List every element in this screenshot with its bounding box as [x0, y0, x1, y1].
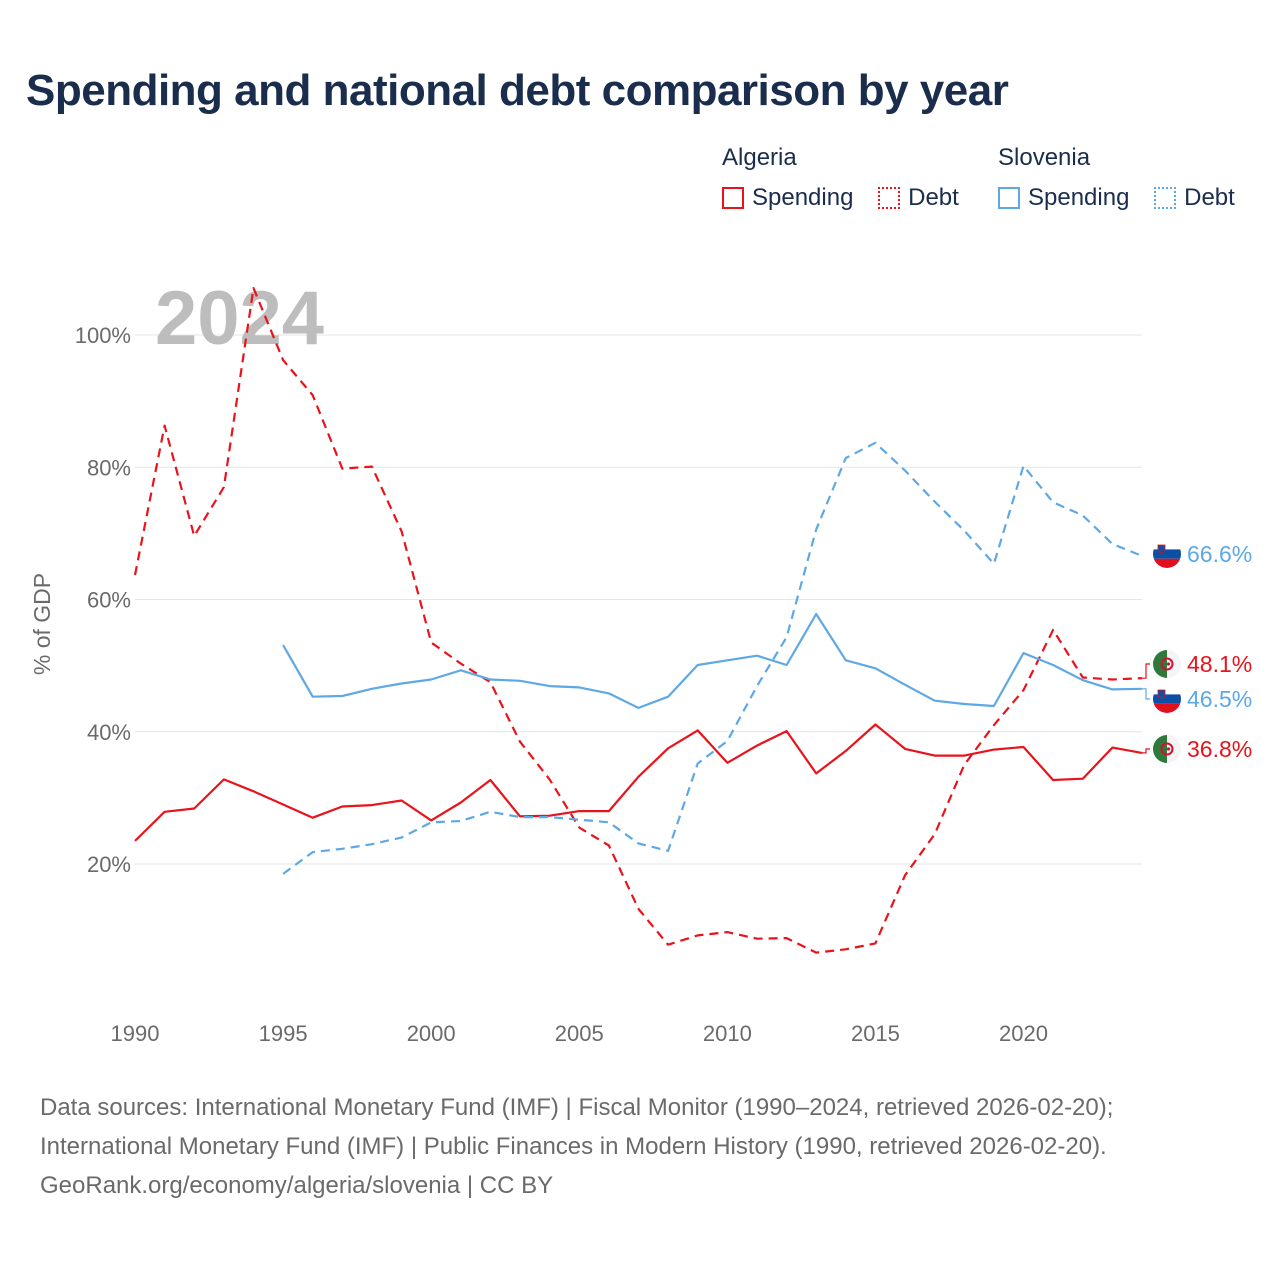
flag-blue-band [1153, 694, 1181, 704]
legend-item-algeria-debt[interactable]: Debt [878, 184, 959, 212]
y-tick-label: 60% [87, 588, 131, 613]
legend-item-slovenia-debt[interactable]: Debt [1154, 184, 1235, 212]
y-tick-label: 100% [75, 323, 131, 348]
legend-group-name: Algeria [722, 144, 797, 171]
flag-star [1166, 747, 1171, 751]
algeria-flag-icon [1153, 735, 1181, 763]
end-labels: 36.8% 48.1% 46.5% 66.6% [1142, 540, 1252, 763]
footer-link[interactable]: GeoRank.org/economy/algeria/slovenia | C… [40, 1172, 554, 1199]
legend-group-name: Slovenia [998, 144, 1091, 171]
line-chart: 2024 20% 40% 60% 80% 100% 1990 1995 2000 2005 20… [29, 276, 1252, 1046]
legend-swatch-solid [998, 187, 1020, 209]
legend-label: Spending [752, 184, 854, 211]
x-tick-label: 2005 [555, 1021, 604, 1046]
flag-green-half [1153, 735, 1167, 763]
footer-line: International Monetary Fund (IMF) | Publ… [40, 1133, 1107, 1160]
chart-title: Spending and national debt comparison by… [26, 66, 1009, 115]
legend-swatch-dotted [1154, 187, 1177, 209]
label-leader [1142, 663, 1150, 679]
flag-blue-band [1153, 549, 1181, 559]
end-value-label: 48.1% [1187, 651, 1252, 677]
legend-swatch-solid [722, 187, 744, 209]
footer-line: Data sources: International Monetary Fun… [40, 1094, 1114, 1121]
x-axis: 1990 1995 2000 2005 2010 2015 2020 [111, 1021, 1048, 1046]
flag-white-half [1167, 735, 1181, 763]
y-tick-label: 20% [87, 852, 131, 877]
label-leader [1142, 688, 1150, 700]
x-tick-label: 2020 [999, 1021, 1048, 1046]
flag-white-half [1167, 650, 1181, 678]
legend-item-slovenia-spending[interactable]: Spending [998, 184, 1129, 212]
slovenia-flag-icon [1153, 685, 1181, 713]
series [133, 287, 1143, 954]
legend-label: Debt [908, 184, 959, 211]
flag-white-band [1153, 540, 1181, 550]
x-tick-label: 1995 [259, 1021, 308, 1046]
slovenia-flag-icon [1153, 540, 1181, 568]
series-line-slovenia-debt [282, 441, 1143, 875]
footer-sources: Data sources: International Monetary Fun… [40, 1088, 1113, 1205]
flag-red-band [1153, 558, 1181, 568]
flag-crescent [1160, 742, 1174, 756]
series-line-algeria-debt [133, 287, 1143, 954]
legend-swatch-dotted [878, 187, 901, 209]
end-value-label: 36.8% [1187, 736, 1252, 762]
series-line-slovenia-spending [282, 612, 1143, 710]
y-tick-label: 80% [87, 455, 131, 480]
flag-red-band [1153, 703, 1181, 713]
flag-green-half [1153, 650, 1167, 678]
legend-label: Debt [1184, 184, 1235, 211]
legend-group-algeria: Algeria Spending Debt [722, 144, 977, 216]
series-line-algeria-spending [134, 723, 1143, 842]
flag-white-band [1153, 685, 1181, 695]
year-watermark: 2024 [155, 276, 324, 361]
label-leader [1142, 748, 1150, 754]
legend-group-slovenia: Slovenia Spending Debt [998, 144, 1235, 216]
end-value-label: 46.5% [1187, 686, 1252, 712]
x-tick-label: 2015 [851, 1021, 900, 1046]
legend-item-algeria-spending[interactable]: Spending [722, 184, 853, 212]
algeria-flag-icon [1153, 650, 1181, 678]
x-tick-label: 2010 [703, 1021, 752, 1046]
y-axis: 20% 40% 60% 80% 100% [75, 323, 131, 877]
flag-crescent [1160, 657, 1174, 671]
x-tick-label: 1990 [111, 1021, 160, 1046]
y-tick-label: 40% [87, 720, 131, 745]
x-tick-label: 2000 [407, 1021, 456, 1046]
legend-label: Spending [1028, 184, 1130, 211]
end-value-label: 66.6% [1187, 541, 1252, 567]
flag-star [1166, 662, 1171, 666]
flag-coat-of-arms [1157, 544, 1166, 554]
y-axis-label: % of GDP [29, 573, 55, 675]
flag-coat-of-arms [1157, 689, 1166, 699]
grid [135, 334, 1142, 865]
